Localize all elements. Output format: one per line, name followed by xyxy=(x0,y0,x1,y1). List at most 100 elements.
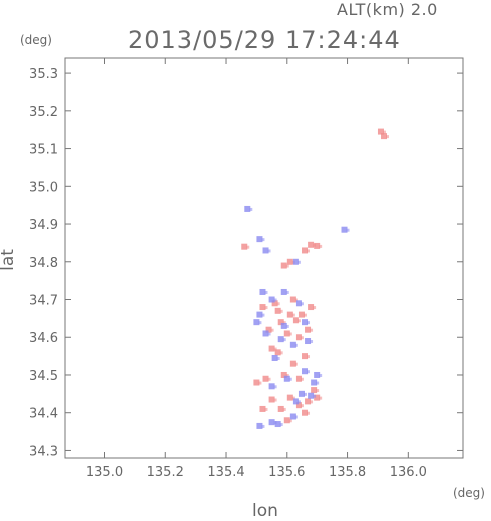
data-point-fragment xyxy=(264,407,268,411)
data-point xyxy=(277,405,284,412)
data-point-fragment xyxy=(258,381,262,385)
data-point-fragment xyxy=(261,424,265,428)
data-points xyxy=(241,128,390,429)
data-point-fragment xyxy=(264,290,268,294)
data-point-fragment xyxy=(288,332,292,336)
y-tick-label: 34.6 xyxy=(29,331,58,346)
data-point xyxy=(305,326,312,333)
data-point xyxy=(286,394,293,401)
data-point-fragment xyxy=(279,423,283,427)
data-point-fragment xyxy=(294,298,298,302)
data-point-fragment xyxy=(261,313,265,317)
data-point xyxy=(295,300,302,307)
x-axis-unit: (deg) xyxy=(453,486,485,500)
data-point xyxy=(283,417,290,424)
data-point xyxy=(274,307,281,314)
data-point-fragment xyxy=(382,130,386,134)
data-point-fragment xyxy=(300,302,304,306)
y-tick-label: 35.3 xyxy=(29,67,58,82)
data-point xyxy=(271,300,278,307)
chart-title: 2013/05/29 17:24:44 xyxy=(128,26,401,54)
data-point xyxy=(302,368,309,375)
data-point-fragment xyxy=(282,338,286,342)
data-point xyxy=(292,398,299,405)
data-point-fragment xyxy=(310,328,314,332)
data-point xyxy=(302,409,309,416)
data-point xyxy=(253,379,260,386)
data-point-fragment xyxy=(258,321,262,325)
data-point-fragment xyxy=(273,298,277,302)
data-point xyxy=(256,236,263,243)
data-point-fragment xyxy=(285,290,289,294)
y-tick-label: 34.4 xyxy=(29,407,58,422)
axis-ticks: 135.0 135.2 135.4 135.6 135.8 136.0 34.3 34.4 34… xyxy=(29,58,463,480)
data-point-fragment xyxy=(273,385,277,389)
data-point-fragment xyxy=(300,336,304,340)
data-point xyxy=(341,226,348,233)
data-point xyxy=(280,262,287,269)
data-point-fragment xyxy=(313,306,317,310)
data-point xyxy=(305,338,312,345)
x-tick-label: 135.4 xyxy=(207,465,244,480)
y-tick-label: 34.5 xyxy=(29,369,58,384)
data-point-fragment xyxy=(310,340,314,344)
data-point xyxy=(259,405,266,412)
data-point xyxy=(377,128,384,135)
data-point xyxy=(262,330,269,337)
data-point xyxy=(314,394,321,401)
data-point-fragment xyxy=(270,328,274,332)
plot-frame xyxy=(64,57,464,459)
data-point xyxy=(308,392,315,399)
data-point xyxy=(308,241,315,248)
data-point xyxy=(381,133,388,140)
data-point xyxy=(298,390,305,397)
data-point-fragment xyxy=(267,377,271,381)
data-point xyxy=(268,296,275,303)
data-point-fragment xyxy=(313,394,317,398)
data-point-fragment xyxy=(276,302,280,306)
data-point-fragment xyxy=(310,400,314,404)
data-point-fragment xyxy=(264,306,268,310)
data-point-fragment xyxy=(294,343,298,347)
data-point xyxy=(295,402,302,409)
data-point xyxy=(289,413,296,420)
data-point-fragment xyxy=(267,332,271,336)
data-point-fragment xyxy=(297,319,301,323)
data-point-fragment xyxy=(285,373,289,377)
data-point-fragment xyxy=(300,404,304,408)
data-point xyxy=(314,371,321,378)
data-point-fragment xyxy=(282,407,286,411)
data-point xyxy=(265,326,272,333)
data-point-fragment xyxy=(386,135,390,139)
data-point xyxy=(289,341,296,348)
y-tick-label: 35.2 xyxy=(29,105,58,120)
data-point-fragment xyxy=(319,396,323,400)
x-tick-label: 135.8 xyxy=(329,465,366,480)
data-point-fragment xyxy=(346,228,350,232)
data-point xyxy=(302,353,309,360)
x-tick-label: 136.0 xyxy=(390,465,427,480)
data-point xyxy=(286,311,293,318)
data-point-fragment xyxy=(291,313,295,317)
data-point xyxy=(311,379,318,386)
x-axis-label: lon xyxy=(252,501,278,521)
data-point-fragment xyxy=(249,207,253,211)
data-point xyxy=(311,387,318,394)
data-point xyxy=(308,304,315,311)
data-point-fragment xyxy=(288,377,292,381)
data-point xyxy=(302,247,309,254)
data-point-fragment xyxy=(279,309,283,313)
data-point xyxy=(292,317,299,324)
data-point-fragment xyxy=(307,411,311,415)
altitude-label: ALT(km) 2.0 xyxy=(337,0,438,19)
data-point xyxy=(256,422,263,429)
data-point-fragment xyxy=(319,373,323,377)
y-tick-label: 34.7 xyxy=(29,294,58,309)
data-point-fragment xyxy=(307,249,311,253)
data-point xyxy=(256,311,263,318)
x-tick-label: 135.0 xyxy=(86,465,123,480)
y-axis-unit: (deg) xyxy=(20,33,52,47)
data-point xyxy=(295,334,302,341)
data-point-fragment xyxy=(273,347,277,351)
data-point xyxy=(292,258,299,265)
